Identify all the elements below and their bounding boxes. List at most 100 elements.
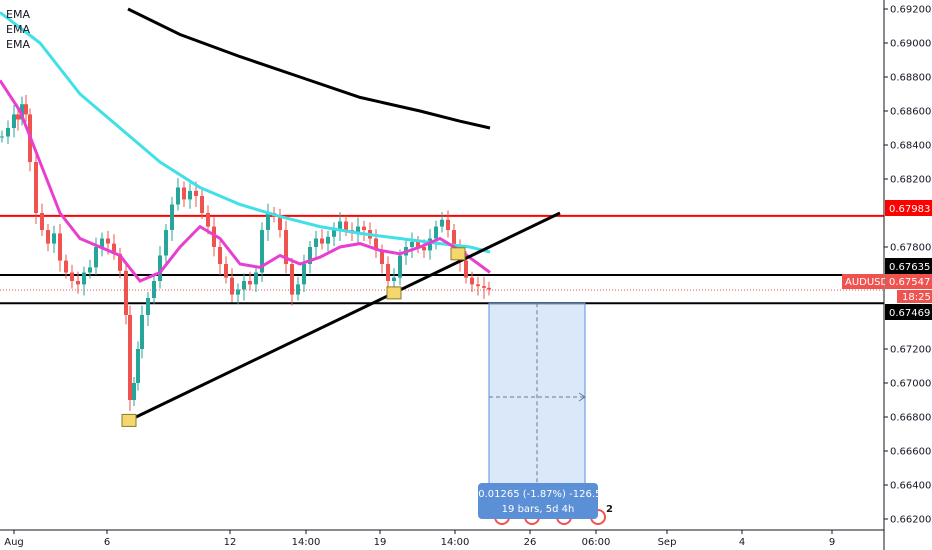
price-tick-label: 0.67200 bbox=[890, 345, 931, 356]
ema-line-3 bbox=[0, 79, 491, 283]
candle-body bbox=[94, 247, 98, 268]
price-range-measure[interactable] bbox=[488, 302, 586, 519]
candle-body bbox=[20, 104, 24, 120]
price-tick-label: 0.68800 bbox=[890, 73, 931, 84]
candle-body bbox=[236, 289, 240, 295]
time-tick-label: 14:00 bbox=[292, 537, 321, 548]
candle-body bbox=[132, 383, 136, 400]
candle-body bbox=[284, 230, 288, 264]
level-tag-black-lower: 0.67469 bbox=[885, 304, 932, 320]
level-tag-red-text: 0.67983 bbox=[889, 204, 930, 215]
candle-body bbox=[278, 216, 282, 230]
candle-body bbox=[58, 233, 62, 261]
candle-body bbox=[392, 277, 396, 281]
price-tick-label: 0.66800 bbox=[890, 413, 931, 424]
current-price-tag: AUDUSD 0.67547 18:25 bbox=[842, 274, 932, 303]
level-tag-black-lower-text: 0.67469 bbox=[889, 308, 930, 319]
candle-body bbox=[260, 230, 264, 273]
candle-body bbox=[428, 238, 432, 251]
candle-body bbox=[482, 286, 486, 288]
candle-body bbox=[296, 284, 300, 295]
price-tick-label: 0.66200 bbox=[890, 515, 931, 526]
candle-body bbox=[0, 136, 4, 138]
symbol-tag-text: AUDUSD bbox=[845, 277, 889, 288]
level-tag-red: 0.67983 bbox=[885, 200, 932, 216]
time-axis[interactable]: Aug 6 12 14:00 19 14:00 26 06:00 Sep 4 9 bbox=[4, 530, 835, 548]
candle-body bbox=[70, 272, 74, 281]
candle-body bbox=[416, 241, 420, 247]
candle-body bbox=[112, 243, 116, 254]
ema-label-3[interactable]: EMA bbox=[6, 38, 30, 51]
ema-line-1 bbox=[127, 7, 491, 130]
candle-body bbox=[254, 272, 258, 285]
candle-body bbox=[230, 277, 234, 295]
candle-body bbox=[218, 247, 222, 264]
trendline-group[interactable] bbox=[128, 211, 561, 422]
candle-body bbox=[487, 287, 491, 290]
candle-body bbox=[440, 219, 444, 227]
candle-body bbox=[212, 226, 216, 247]
candle-body bbox=[106, 238, 110, 244]
level-tag-black-upper-text: 0.67635 bbox=[889, 262, 930, 273]
trendline-markers bbox=[121, 247, 466, 427]
countdown-text: 18:25 bbox=[902, 292, 931, 303]
candle-body bbox=[266, 213, 270, 230]
candle-body bbox=[332, 230, 336, 237]
event-count-label: 2 bbox=[606, 504, 613, 515]
candle-body bbox=[46, 230, 50, 244]
trendline bbox=[128, 211, 561, 422]
price-tick-label: 0.66600 bbox=[890, 447, 931, 458]
candle-body bbox=[314, 238, 318, 247]
ema-label-1[interactable]: EMA bbox=[6, 8, 30, 21]
candle-body bbox=[188, 190, 192, 200]
time-tick-label: 12 bbox=[224, 537, 237, 548]
candle-body bbox=[76, 281, 80, 285]
candle-body bbox=[464, 260, 468, 278]
candle-body bbox=[374, 238, 378, 251]
candle-body bbox=[242, 281, 246, 290]
candle-body bbox=[6, 128, 10, 137]
candle-body bbox=[34, 162, 38, 213]
candle-body bbox=[88, 267, 92, 273]
candle-body bbox=[52, 233, 56, 244]
candle-body bbox=[194, 190, 198, 196]
candle-body bbox=[224, 264, 228, 278]
candle-body bbox=[82, 272, 86, 285]
ema-label-2[interactable]: EMA bbox=[6, 23, 30, 36]
time-tick-label: Sep bbox=[658, 537, 677, 548]
candle-body bbox=[356, 226, 360, 234]
price-tick-label: 0.68600 bbox=[890, 107, 931, 118]
price-axis[interactable]: 0.69200 0.69000 0.68800 0.68600 0.68400 0.682… bbox=[884, 5, 931, 526]
time-tick-label: 4 bbox=[739, 537, 745, 548]
candle-body bbox=[320, 238, 324, 244]
price-tick-label: 0.67000 bbox=[890, 379, 931, 390]
measure-arrow-icon bbox=[578, 392, 586, 402]
time-tick-label: 19 bbox=[374, 537, 387, 548]
price-tick-label: 0.68400 bbox=[890, 141, 931, 152]
candle-body bbox=[152, 281, 156, 298]
price-tick-label: 0.69200 bbox=[890, 5, 931, 16]
time-tick-label: 06:00 bbox=[582, 537, 611, 548]
symbol-tag-bg bbox=[842, 274, 884, 289]
candle-body bbox=[164, 230, 168, 256]
candle-body bbox=[452, 230, 456, 247]
candle-body bbox=[176, 187, 180, 205]
current-price-text: 0.67547 bbox=[889, 277, 930, 288]
candle-body bbox=[410, 241, 414, 247]
measure-duration-text: 19 bars, 5d 4h bbox=[502, 504, 575, 515]
candle-body bbox=[326, 236, 330, 244]
time-tick-label: 26 bbox=[524, 537, 537, 548]
measure-change-text: -0.01265 (-1.87%) -126.5 bbox=[475, 489, 602, 500]
price-tick-label: 0.66400 bbox=[890, 481, 931, 492]
level-tag-black-upper: 0.67635 bbox=[885, 258, 932, 274]
price-tick-label: 0.68200 bbox=[890, 175, 931, 186]
candle-body bbox=[146, 298, 150, 315]
price-tick-label: 0.69000 bbox=[890, 39, 931, 50]
candle-body bbox=[362, 226, 366, 230]
trend-marker bbox=[450, 247, 466, 261]
candle-body bbox=[344, 221, 348, 230]
candle-body bbox=[206, 213, 210, 227]
time-tick-label: Aug bbox=[4, 537, 24, 548]
